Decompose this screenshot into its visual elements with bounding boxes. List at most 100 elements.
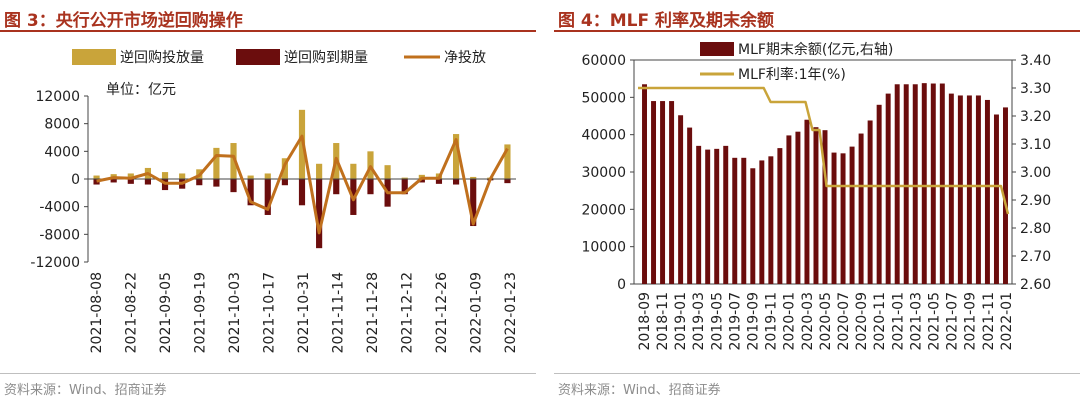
x-tick-label: 2021-08-08 <box>89 272 105 353</box>
injection-bar <box>264 173 271 179</box>
mlf-balance-bar <box>705 149 711 284</box>
mlf-balance-bar <box>849 146 855 284</box>
x-tick-label: 2018-11 <box>655 292 671 351</box>
mlf-balance-bar <box>804 119 810 284</box>
injection-bar <box>179 173 186 179</box>
x-tick-label: 2021-03 <box>908 292 924 351</box>
maturity-bar <box>213 179 220 187</box>
x-tick-label: 2021-11-14 <box>330 272 346 353</box>
maturity-bar <box>298 179 306 206</box>
x-tick-label: 2021-09 <box>963 292 979 351</box>
x-tick-label: 2019-11 <box>764 292 780 351</box>
injection-bar <box>247 175 254 179</box>
mlf-balance-bar <box>795 131 801 284</box>
y-tick-label: -4000 <box>39 200 80 216</box>
y-tick-label: 0 <box>71 172 80 188</box>
mlf-balance-bar <box>858 133 864 284</box>
y-right-tick-label: 3.30 <box>1020 81 1051 97</box>
mlf-balance-bar <box>831 152 837 284</box>
y-tick-label: 8000 <box>44 117 80 133</box>
maturity-bar <box>401 179 408 195</box>
injection-bar <box>504 144 511 179</box>
x-tick-label: 2021-10-31 <box>296 272 312 353</box>
y-right-tick-label: 2.90 <box>1020 193 1051 209</box>
y-left-tick-label: 30000 <box>581 165 626 181</box>
y-left-tick-label: 10000 <box>581 240 626 256</box>
y-right-tick-label: 2.80 <box>1020 221 1051 237</box>
mlf-balance-bar <box>822 130 828 284</box>
y-left-tick-label: 50000 <box>581 90 626 106</box>
x-tick-label: 2021-09-05 <box>158 272 174 353</box>
y-right-tick-label: 2.70 <box>1020 249 1051 265</box>
x-tick-label: 2021-07 <box>945 292 961 351</box>
maturity-bar <box>93 179 100 185</box>
mlf-balance-bar <box>921 83 927 284</box>
y-right-tick-label: 2.60 <box>1020 277 1051 293</box>
left-chart-title: 图 3：央行公开市场逆回购操作 <box>4 11 243 31</box>
x-tick-label: 2022-01-09 <box>468 272 484 353</box>
mlf-balance-bar <box>966 95 972 284</box>
net-injection-line <box>96 134 509 235</box>
y-right-tick-label: 3.10 <box>1020 137 1051 153</box>
injection-bar <box>316 163 323 179</box>
injection-bar <box>93 175 100 179</box>
mlf-balance-bar <box>939 83 945 284</box>
legend-swatch-0 <box>72 49 116 65</box>
y-left-tick-label: 60000 <box>581 53 626 69</box>
left-title-bar: 图 3：央行公开市场逆回购操作 <box>0 2 536 32</box>
legend-label-1: 逆回购到期量 <box>284 50 368 66</box>
y-left-tick-label: 40000 <box>581 128 626 144</box>
x-tick-label: 2019-01 <box>673 292 689 351</box>
x-tick-label: 2021-10-17 <box>261 272 277 353</box>
x-tick-label: 2019-09 <box>746 292 762 351</box>
x-tick-label: 2018-09 <box>637 292 653 351</box>
mlf-rate-line <box>638 86 1010 215</box>
mlf-balance-bar <box>696 145 702 284</box>
mlf-balance-bar <box>1003 107 1008 284</box>
maturity-bar <box>230 179 237 193</box>
y-tick-label: -8000 <box>39 227 80 243</box>
maturity-bar <box>127 179 134 184</box>
x-tick-label: 2021-11-28 <box>365 272 381 353</box>
y-left-tick-label: 20000 <box>581 202 626 218</box>
legend-label-rate: MLF利率:1年(%) <box>738 66 846 83</box>
maturity-bar <box>452 179 460 185</box>
legend-label-balance: MLF期末余额(亿元,右轴) <box>738 41 893 58</box>
x-tick-label: 2020-05 <box>818 292 834 351</box>
mlf-balance-bar <box>876 104 882 284</box>
mlf-balance-bar <box>759 160 765 284</box>
x-tick-label: 2020-07 <box>836 292 852 351</box>
mlf-balance-bar <box>741 157 747 284</box>
injection-bar <box>470 176 477 179</box>
maturity-bar <box>281 179 288 186</box>
left-chart-panel: 图 3：央行公开市场逆回购操作 逆回购投放量 逆回购到期量 净投放 单位：亿元 1200… <box>0 0 536 402</box>
right-chart-svg: 60000 50000 40000 30000 20000 10000 0 3.40 3.30 3… <box>581 41 1051 351</box>
mlf-balance-bar <box>750 168 756 284</box>
right-chart-panel: 图 4：MLF 利率及期末余额 60000 50000 40000 30000 2000… <box>554 0 1080 402</box>
x-tick-label: 2020-03 <box>800 292 816 351</box>
maturity-bar <box>196 179 203 186</box>
mlf-balance-bar <box>642 84 647 284</box>
mlf-balance-bar <box>894 84 900 284</box>
y-tick-label: 4000 <box>44 144 80 160</box>
y-right-tick-label: 3.40 <box>1020 53 1051 69</box>
maturity-bar <box>110 179 117 183</box>
y-tick-label: 12000 <box>35 89 80 105</box>
x-tick-label: 2021-12-12 <box>399 272 415 353</box>
mlf-balance-bar <box>930 83 936 284</box>
mlf-balance-bar <box>948 93 954 284</box>
injection-bar <box>452 134 460 179</box>
mlf-balance-bar <box>660 101 666 284</box>
injection-bar <box>230 143 237 179</box>
mlf-balance-bar <box>687 127 693 284</box>
x-tick-label: 2019-05 <box>709 292 725 351</box>
maturity-bar <box>264 179 271 215</box>
legend-swatch-1 <box>236 49 280 65</box>
mlf-balance-bar <box>768 156 774 284</box>
mlf-balance-bar <box>840 153 846 284</box>
x-tick-label: 2021-10-03 <box>227 272 243 353</box>
x-tick-label: 2022-01 <box>999 292 1015 351</box>
maturity-bar <box>316 179 323 249</box>
legend-label-0: 逆回购投放量 <box>120 50 204 66</box>
